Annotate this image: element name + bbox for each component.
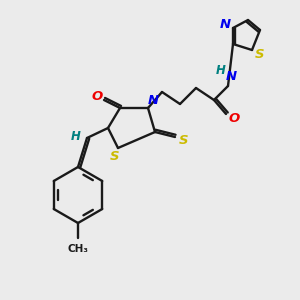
Text: N: N bbox=[225, 70, 237, 83]
Text: S: S bbox=[255, 47, 265, 61]
Text: H: H bbox=[71, 130, 81, 142]
Text: H: H bbox=[216, 64, 226, 76]
Text: O: O bbox=[228, 112, 240, 124]
Text: CH₃: CH₃ bbox=[68, 244, 88, 254]
Text: N: N bbox=[219, 17, 231, 31]
Text: S: S bbox=[110, 151, 120, 164]
Text: N: N bbox=[147, 94, 159, 107]
Text: S: S bbox=[179, 134, 189, 146]
Text: O: O bbox=[92, 89, 103, 103]
